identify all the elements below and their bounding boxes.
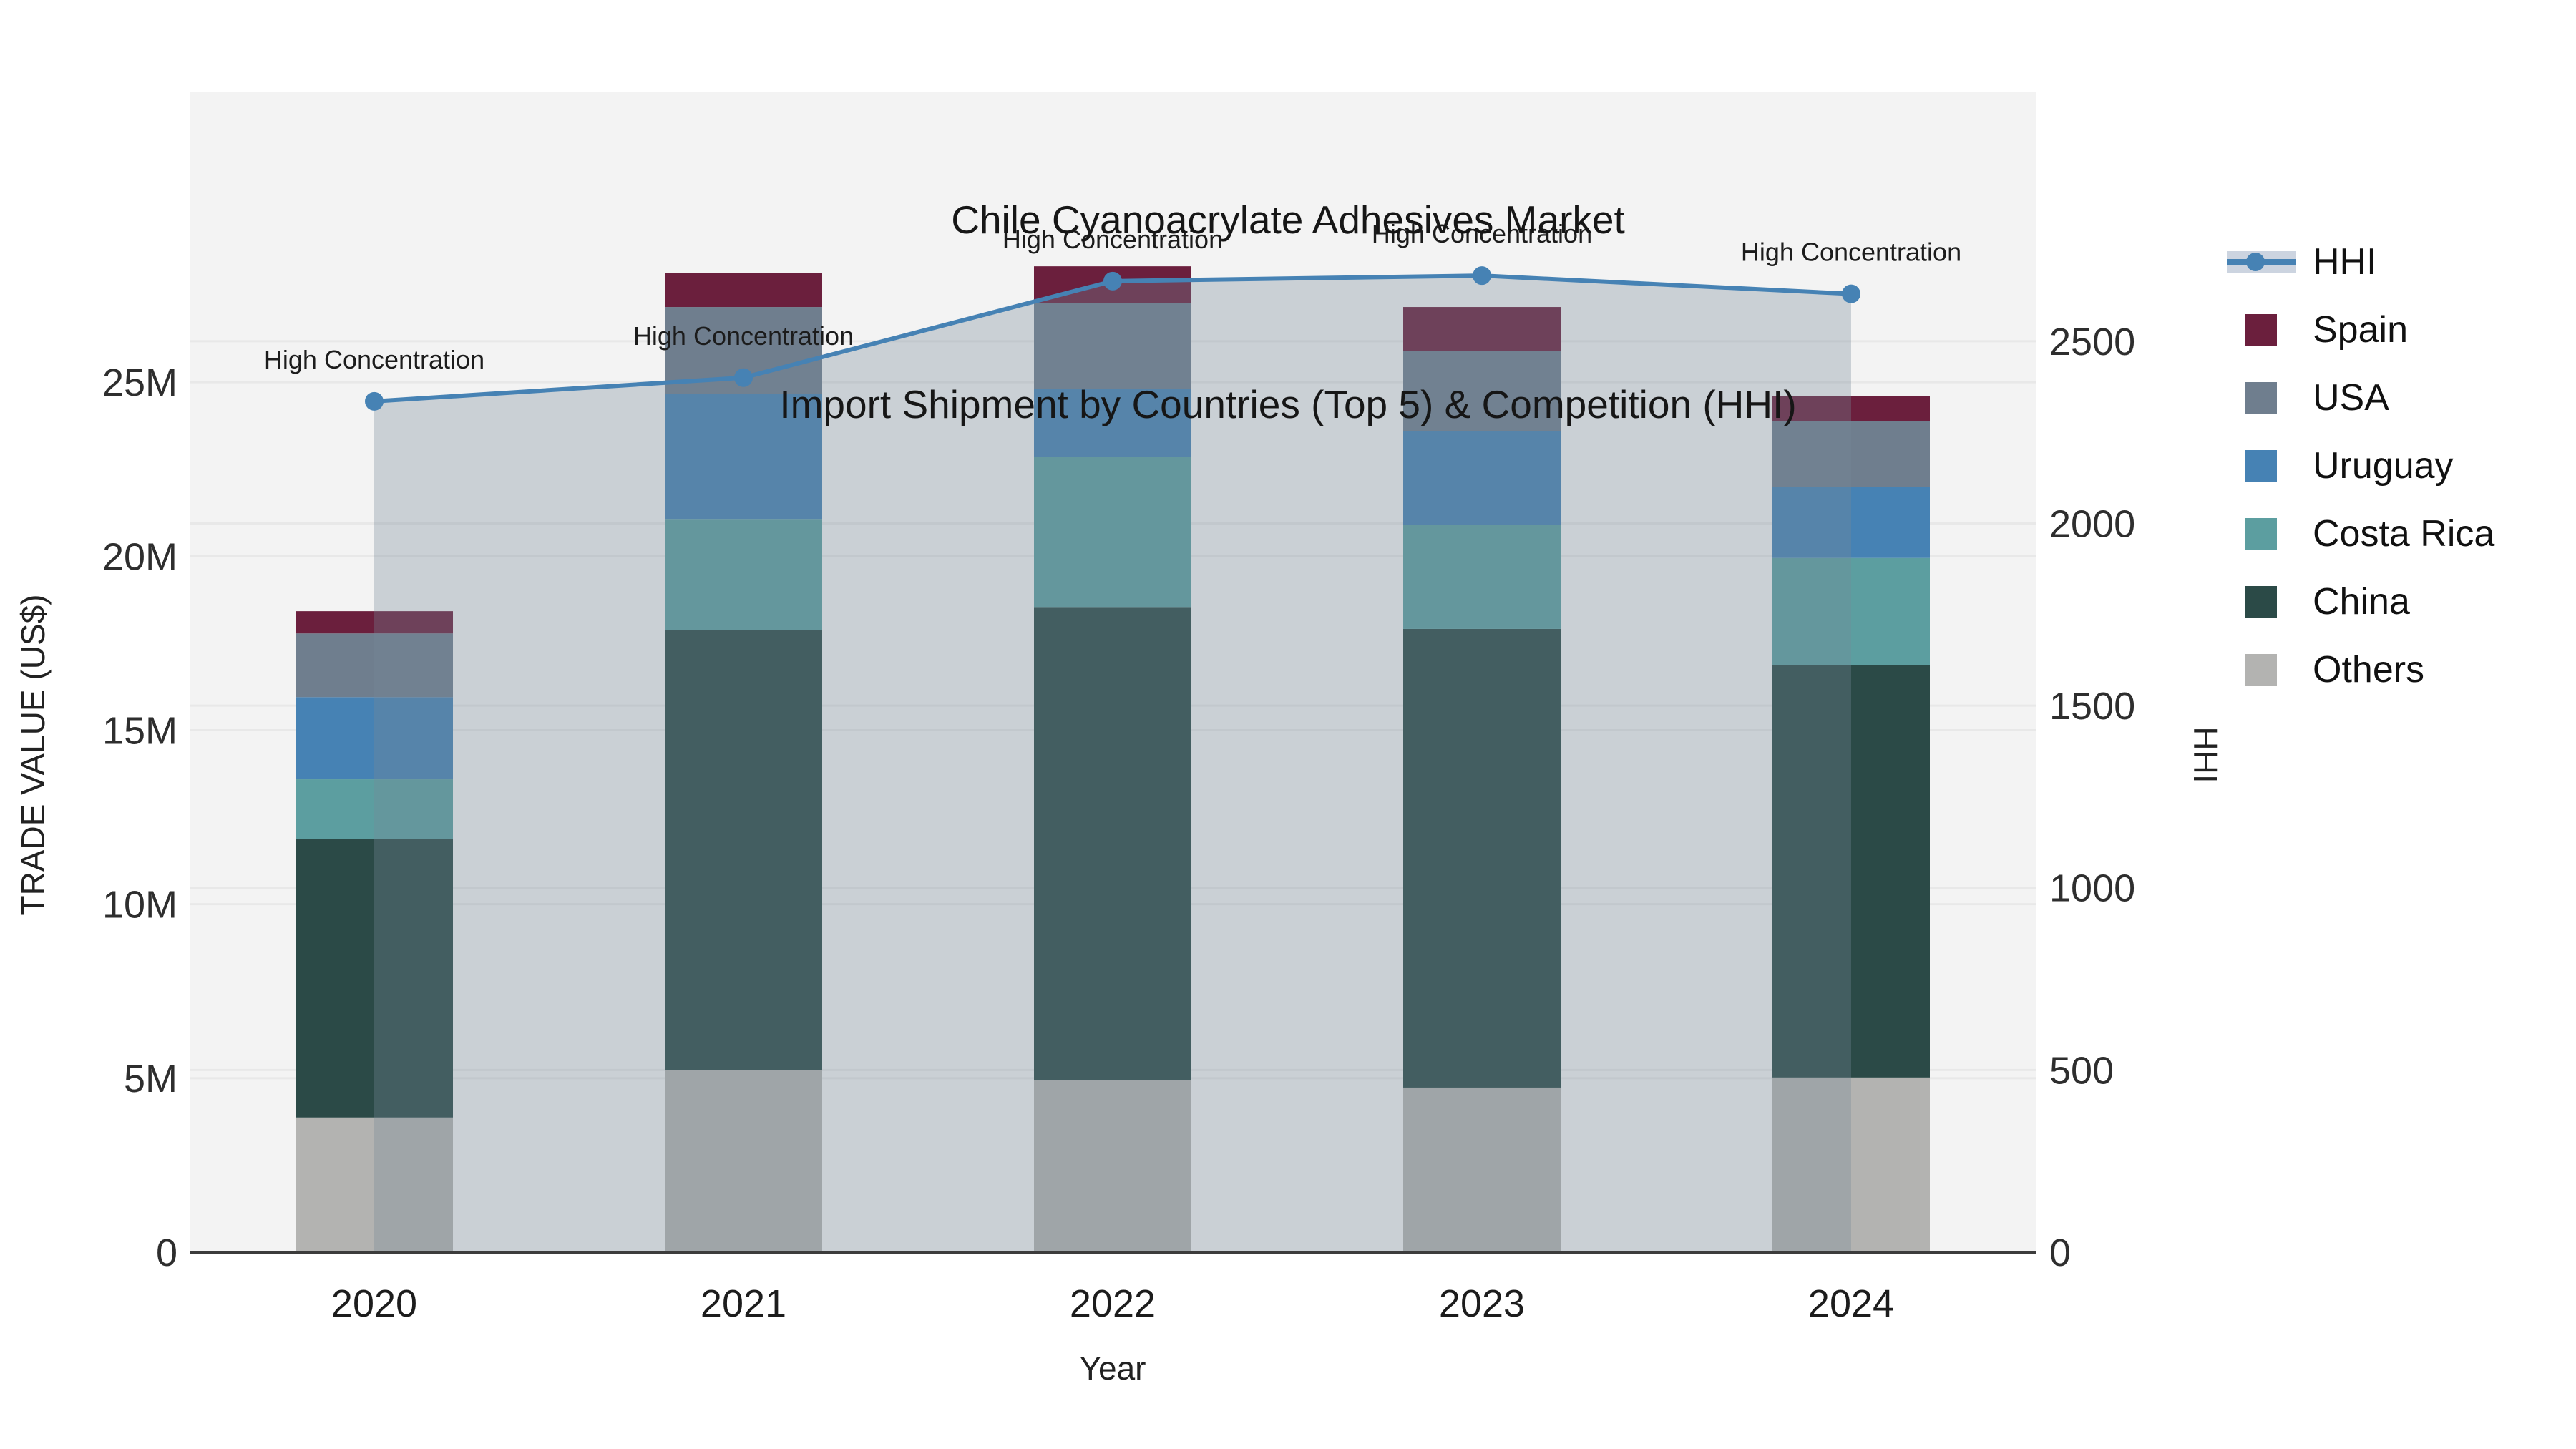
y-left-tick-5M: 5M xyxy=(124,1058,177,1101)
bar-segment-china-2024[interactable] xyxy=(1772,665,1930,1078)
legend-swatch-icon xyxy=(2245,517,2277,550)
legend: HHI Spain USA Uruguay Costa Rica China Others xyxy=(2227,228,2494,703)
legend-label: USA xyxy=(2313,376,2389,419)
bar-segment-uruguay-2020[interactable] xyxy=(296,697,453,780)
hhi-marker-2022[interactable] xyxy=(1103,271,1122,291)
y-left-tick-10M: 10M xyxy=(102,884,177,927)
y-right-tick-2500: 2500 xyxy=(2049,321,2135,364)
x-tick-2022: 2022 xyxy=(1070,1282,1156,1325)
y-left-tick-15M: 15M xyxy=(102,709,177,752)
chart-title-line1: Chile Cyanoacrylate Adhesives Market xyxy=(951,197,1625,242)
annotation-2024: High Concentration xyxy=(1741,238,1961,267)
legend-swatch-icon xyxy=(2245,585,2277,618)
bar-segment-costa-rica-2021[interactable] xyxy=(665,519,822,630)
bar-segment-usa-2024[interactable] xyxy=(1772,421,1930,487)
y-right-tick-1500: 1500 xyxy=(2049,685,2135,728)
bar-segment-china-2021[interactable] xyxy=(665,630,822,1070)
bar-segment-usa-2020[interactable] xyxy=(296,633,453,698)
legend-label: Others xyxy=(2313,648,2425,691)
bar-segment-others-2021[interactable] xyxy=(665,1070,822,1252)
annotation-2022: High Concentration xyxy=(1002,225,1223,254)
legend-label: China xyxy=(2313,580,2410,623)
bar-segment-usa-2022[interactable] xyxy=(1034,303,1191,389)
hhi-marker-2021[interactable] xyxy=(734,368,753,387)
annotation-2023: High Concentration xyxy=(1372,219,1592,248)
y-right-tick-1000: 1000 xyxy=(2049,867,2135,910)
bar-segment-china-2020[interactable] xyxy=(296,839,453,1118)
bar-segment-spain-2020[interactable] xyxy=(296,611,453,634)
hhi-marker-2020[interactable] xyxy=(365,391,384,411)
y-left-tick-20M: 20M xyxy=(102,535,177,578)
annotation-2020: High Concentration xyxy=(264,345,484,374)
bar-segment-spain-2024[interactable] xyxy=(1772,396,1930,421)
legend-item-hhi[interactable]: HHI xyxy=(2227,228,2494,296)
legend-label: HHI xyxy=(2313,240,2377,283)
bar-segment-china-2023[interactable] xyxy=(1403,628,1561,1088)
legend-line-sample-icon xyxy=(2227,250,2296,273)
annotation-2021: High Concentration xyxy=(633,321,854,351)
x-axis-title: Year xyxy=(1079,1350,1146,1387)
legend-swatch-icon xyxy=(2245,653,2277,686)
bar-segment-costa-rica-2024[interactable] xyxy=(1772,557,1930,666)
legend-item-others[interactable]: Others xyxy=(2227,635,2494,703)
chart-title: Chile Cyanoacrylate Adhesives Market Imp… xyxy=(0,66,2576,558)
y-axis-title-left: TRADE VALUE (US$) xyxy=(14,594,52,916)
legend-item-spain[interactable]: Spain xyxy=(2227,296,2494,364)
bar-segment-spain-2021[interactable] xyxy=(665,273,822,308)
y-left-tick-25M: 25M xyxy=(102,361,177,404)
y-axis-title-right: HHI xyxy=(2187,726,2224,784)
bar-segment-uruguay-2021[interactable] xyxy=(665,394,822,520)
hhi-area-fill xyxy=(374,275,1851,1253)
y-right-tick-500: 500 xyxy=(2049,1049,2114,1092)
y-left-tick-0: 0 xyxy=(156,1231,177,1274)
bar-segment-uruguay-2024[interactable] xyxy=(1772,487,1930,558)
bar-segment-china-2022[interactable] xyxy=(1034,607,1191,1080)
bar-segment-costa-rica-2020[interactable] xyxy=(296,779,453,839)
y-right-tick-2000: 2000 xyxy=(2049,502,2135,545)
legend-swatch-icon xyxy=(2245,449,2277,482)
bar-segment-usa-2023[interactable] xyxy=(1403,351,1561,431)
bar-segment-spain-2023[interactable] xyxy=(1403,307,1561,351)
bar-segment-costa-rica-2023[interactable] xyxy=(1403,525,1561,629)
x-tick-2023: 2023 xyxy=(1439,1282,1525,1325)
x-tick-2024: 2024 xyxy=(1808,1282,1894,1325)
legend-label: Costa Rica xyxy=(2313,512,2495,555)
bar-segment-uruguay-2022[interactable] xyxy=(1034,389,1191,457)
chart-title-line2: Import Shipment by Countries (Top 5) & C… xyxy=(779,382,1797,426)
legend-item-usa[interactable]: USA xyxy=(2227,364,2494,431)
legend-item-costa-rica[interactable]: Costa Rica xyxy=(2227,499,2494,567)
x-tick-2020: 2020 xyxy=(331,1282,417,1325)
y-right-tick-0: 0 xyxy=(2049,1231,2071,1274)
legend-label: Uruguay xyxy=(2313,444,2454,487)
bar-segment-others-2024[interactable] xyxy=(1772,1077,1930,1252)
legend-swatch-icon xyxy=(2245,313,2277,346)
hhi-marker-2024[interactable] xyxy=(1842,284,1860,303)
bar-segment-others-2020[interactable] xyxy=(296,1117,453,1252)
legend-swatch-icon xyxy=(2245,381,2277,414)
bar-segment-costa-rica-2022[interactable] xyxy=(1034,457,1191,608)
hhi-marker-2023[interactable] xyxy=(1473,266,1491,286)
x-tick-2021: 2021 xyxy=(701,1282,786,1325)
bar-segment-others-2022[interactable] xyxy=(1034,1080,1191,1252)
bar-segment-others-2023[interactable] xyxy=(1403,1087,1561,1252)
legend-label: Spain xyxy=(2313,308,2408,351)
bar-segment-uruguay-2023[interactable] xyxy=(1403,431,1561,526)
legend-item-china[interactable]: China xyxy=(2227,567,2494,635)
legend-item-uruguay[interactable]: Uruguay xyxy=(2227,431,2494,499)
